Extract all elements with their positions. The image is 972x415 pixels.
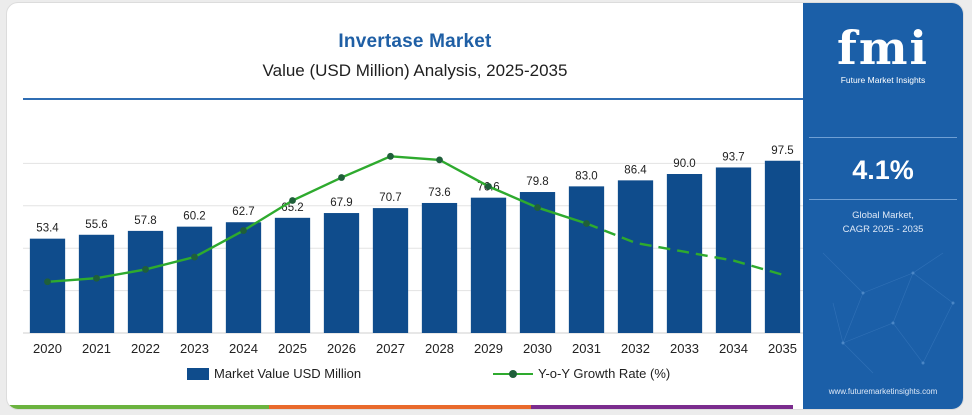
- x-tick-label: 2022: [131, 341, 160, 356]
- x-tick-label: 2025: [278, 341, 307, 356]
- bar: [323, 213, 360, 333]
- bar-value-label: 55.6: [85, 219, 107, 231]
- x-tick-label: 2034: [719, 341, 748, 356]
- bar-value-label: 93.7: [722, 151, 744, 163]
- legend-bar-swatch: [187, 367, 209, 380]
- website-link[interactable]: www.futuremarketinsights.com: [828, 387, 938, 396]
- chart-plot: 53.4 2020 55.6 2021 57.8 2022 60.2 2023 62.7 2024…: [23, 145, 807, 356]
- legend-label-growth-rate: Y-o-Y Growth Rate (%): [538, 366, 671, 381]
- growth-point: [534, 204, 541, 211]
- growth-line-solid: [47, 155, 587, 283]
- growth-point: [436, 156, 443, 164]
- cagr-label: Global Market, CAGR 2025 - 2035: [803, 209, 963, 237]
- legend-line-swatch: [493, 368, 533, 380]
- footer-stripe-orange: [269, 405, 531, 409]
- bar: [519, 192, 556, 333]
- bar: [568, 186, 605, 333]
- cagr-label-line2: CAGR 2025 - 2035: [842, 224, 924, 235]
- growth-point: [191, 253, 198, 261]
- chart-title: Invertase Market: [338, 31, 492, 52]
- x-tick-label: 2031: [572, 341, 601, 356]
- legend-item-market-value: Market Value USD Million: [187, 366, 361, 381]
- chart-area: Invertase Market Value (USD Million) Ana…: [23, 21, 809, 407]
- sidebar-network-decoration: [822, 252, 955, 374]
- footer-stripe-green: [7, 405, 269, 409]
- growth-point: [240, 227, 247, 234]
- x-tick-label: 2033: [670, 341, 699, 356]
- bar-value-label: 70.7: [379, 192, 401, 204]
- bar: [29, 238, 66, 333]
- bar: [225, 222, 262, 333]
- x-tick-label: 2023: [180, 341, 209, 356]
- bar-value-label: 62.7: [232, 206, 254, 218]
- sidebar-divider-top: [809, 137, 957, 138]
- x-tick-label: 2026: [327, 341, 356, 356]
- x-tick-label: 2024: [229, 341, 258, 356]
- bar: [470, 197, 507, 333]
- title-divider: [23, 98, 809, 100]
- fmi-logo: fmi Future Market Insights: [803, 25, 963, 85]
- x-tick-label: 2029: [474, 341, 503, 356]
- bar: [421, 202, 458, 333]
- footer-stripes: [7, 405, 793, 409]
- bar-value-label: 57.8: [134, 215, 156, 227]
- x-tick-label: 2028: [425, 341, 454, 356]
- legend-label-market-value: Market Value USD Million: [214, 366, 362, 381]
- bar-value-label: 90.0: [673, 158, 695, 170]
- growth-line-dashed: [586, 222, 783, 276]
- footer-stripe-purple: [531, 405, 793, 409]
- x-tick-label: 2030: [523, 341, 552, 356]
- bar: [617, 180, 654, 333]
- cagr-value: 4.1%: [852, 155, 914, 185]
- bar: [127, 230, 164, 333]
- legend-item-growth-rate: Y-o-Y Growth Rate (%): [493, 366, 670, 381]
- growth-point: [338, 174, 345, 181]
- sidebar-divider-middle: [809, 199, 957, 200]
- chart-legend: Market Value USD Million Y-o-Y Growth Ra…: [23, 366, 807, 386]
- fmi-logo-tagline: Future Market Insights: [840, 75, 926, 85]
- growth-point: [289, 197, 296, 204]
- x-tick-label: 2020: [33, 341, 62, 356]
- bar-value-label: 83.0: [575, 170, 597, 182]
- sidebar-panel: fmi Future Market Insights 4.1% Global M…: [803, 3, 963, 409]
- bar-value-label: 73.6: [428, 187, 450, 199]
- chart-subtitle: Value (USD Million) Analysis, 2025-2035: [262, 61, 568, 80]
- x-tick-label: 2027: [376, 341, 405, 356]
- growth-point: [44, 278, 51, 286]
- bar-value-label: 86.4: [624, 164, 647, 176]
- bar: [715, 167, 752, 333]
- growth-point: [387, 152, 394, 160]
- bar-value-label: 97.5: [771, 145, 793, 157]
- x-tick-label: 2021: [82, 341, 111, 356]
- bar: [764, 160, 801, 333]
- bar: [274, 217, 311, 333]
- x-tick-label: 2035: [768, 341, 797, 356]
- bar-value-label: 67.9: [330, 197, 352, 209]
- bar: [176, 226, 213, 333]
- bar: [78, 234, 115, 333]
- fmi-logo-text: fmi: [837, 21, 929, 75]
- chart-card: Invertase Market Value (USD Million) Ana…: [6, 2, 964, 410]
- growth-point: [142, 266, 149, 273]
- cagr-label-line1: Global Market,: [852, 210, 914, 221]
- growth-point: [485, 182, 492, 190]
- bar: [372, 208, 409, 333]
- growth-point: [583, 220, 590, 227]
- bar-value-label: 79.8: [526, 176, 548, 188]
- bar-value-label: 60.2: [183, 211, 205, 223]
- x-tick-label: 2032: [621, 341, 650, 356]
- growth-point: [93, 274, 100, 282]
- bar-value-label: 53.4: [36, 223, 59, 235]
